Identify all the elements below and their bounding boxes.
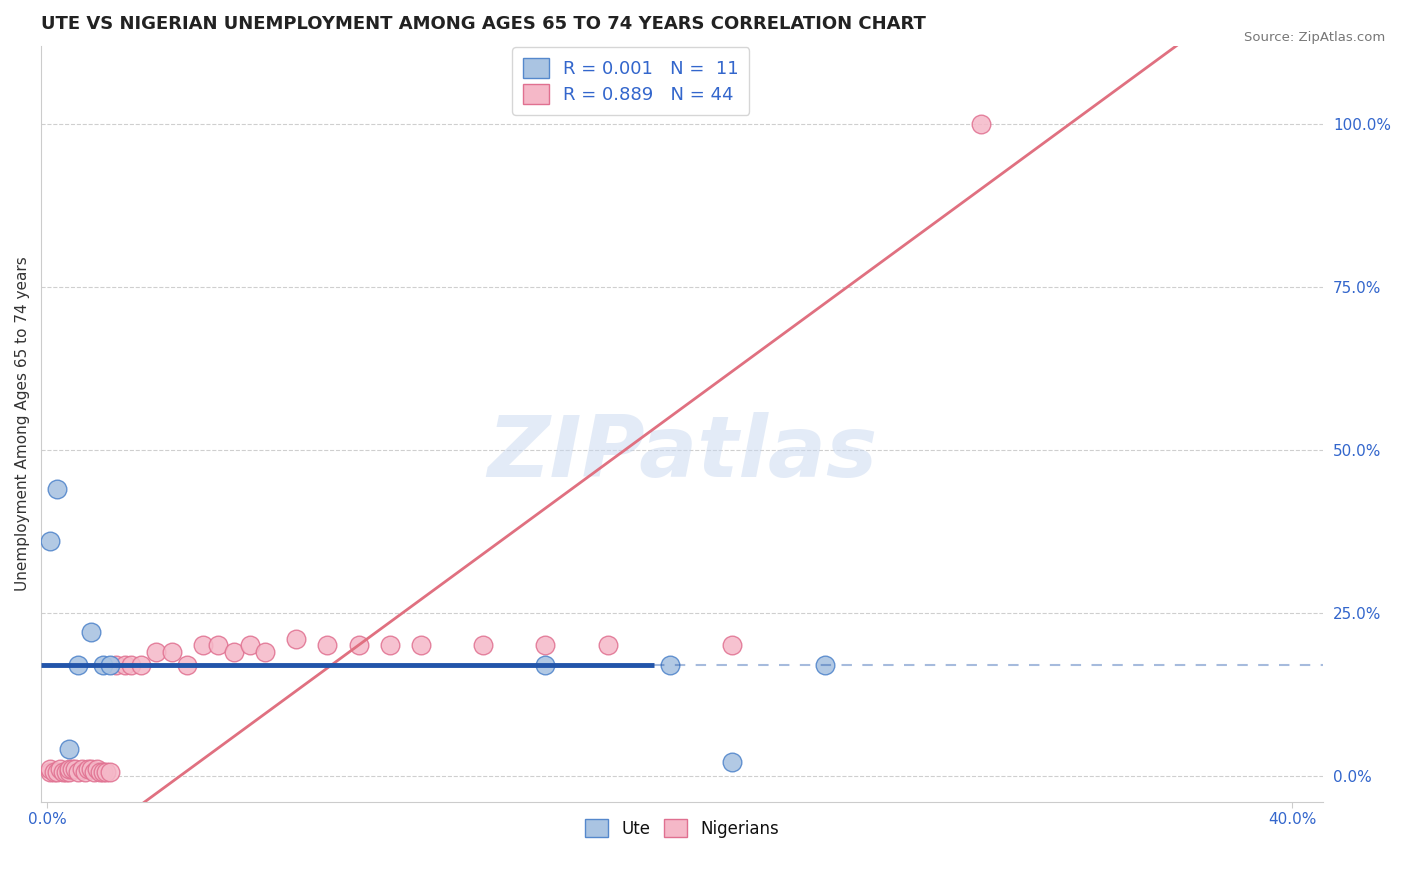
Text: Source: ZipAtlas.com: Source: ZipAtlas.com	[1244, 31, 1385, 45]
Point	[207, 638, 229, 652]
Point	[191, 638, 214, 652]
Point	[39, 765, 62, 780]
Y-axis label: Unemployment Among Ages 65 to 74 years: Unemployment Among Ages 65 to 74 years	[15, 256, 30, 591]
Point	[114, 657, 136, 672]
Legend: Ute, Nigerians: Ute, Nigerians	[576, 811, 787, 847]
Point	[721, 638, 744, 652]
Point	[58, 762, 80, 776]
Point	[80, 625, 103, 640]
Point	[42, 765, 65, 780]
Point	[89, 765, 111, 780]
Point	[83, 765, 105, 780]
Point	[104, 657, 127, 672]
Point	[60, 762, 83, 776]
Point	[596, 638, 619, 652]
Point	[378, 638, 401, 652]
Point	[67, 657, 90, 672]
Point	[52, 765, 75, 780]
Point	[39, 762, 62, 776]
Point	[98, 657, 121, 672]
Point	[145, 645, 167, 659]
Point	[86, 762, 108, 776]
Point	[254, 645, 277, 659]
Point	[285, 632, 308, 646]
Point	[45, 482, 67, 496]
Point	[80, 762, 103, 776]
Point	[120, 657, 142, 672]
Point	[814, 657, 837, 672]
Point	[76, 762, 98, 776]
Point	[55, 765, 77, 780]
Point	[176, 657, 198, 672]
Point	[129, 657, 152, 672]
Point	[409, 638, 432, 652]
Point	[658, 657, 681, 672]
Point	[534, 638, 557, 652]
Text: ZIPatlas: ZIPatlas	[486, 412, 877, 495]
Point	[67, 765, 90, 780]
Point	[347, 638, 370, 652]
Point	[721, 756, 744, 770]
Point	[58, 742, 80, 756]
Point	[970, 117, 993, 131]
Point	[93, 765, 115, 780]
Point	[98, 765, 121, 780]
Point	[534, 657, 557, 672]
Point	[73, 765, 96, 780]
Point	[65, 762, 87, 776]
Point	[239, 638, 262, 652]
Point	[58, 765, 80, 780]
Point	[96, 765, 118, 780]
Point	[39, 533, 62, 548]
Point	[160, 645, 183, 659]
Point	[70, 762, 93, 776]
Point	[49, 762, 72, 776]
Text: UTE VS NIGERIAN UNEMPLOYMENT AMONG AGES 65 TO 74 YEARS CORRELATION CHART: UTE VS NIGERIAN UNEMPLOYMENT AMONG AGES …	[41, 15, 927, 33]
Point	[222, 645, 245, 659]
Point	[472, 638, 495, 652]
Point	[316, 638, 339, 652]
Point	[45, 765, 67, 780]
Point	[93, 657, 115, 672]
